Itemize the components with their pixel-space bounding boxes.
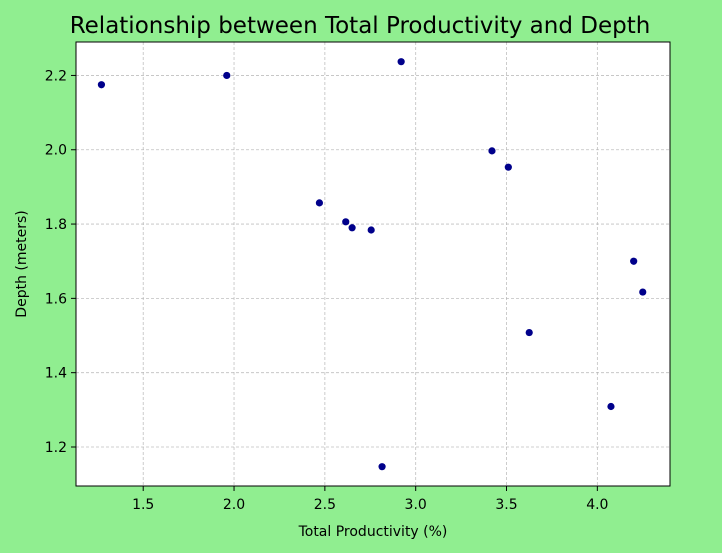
y-grid — [76, 75, 670, 448]
y-tick-label: 1.6 — [45, 291, 67, 307]
chart-title: Relationship between Total Productivity … — [70, 13, 651, 39]
data-point — [525, 328, 533, 337]
x-tick-label: 2.5 — [314, 497, 336, 513]
data-point — [367, 226, 375, 234]
x-axis-ticks: 1.5 2.0 2.5 3.0 3.5 4.0 — [132, 486, 608, 513]
data-point — [488, 147, 496, 155]
y-tick-label: 1.4 — [45, 366, 67, 382]
x-tick-label: 3.0 — [405, 497, 427, 513]
data-point — [630, 257, 638, 265]
x-tick-label: 2.0 — [223, 497, 245, 513]
y-axis-ticks: 1.2 1.4 1.6 1.8 2.0 2.2 — [45, 68, 76, 456]
plot-area — [75, 41, 671, 487]
y-axis-label: Depth (meters) — [14, 210, 30, 317]
data-point — [504, 163, 512, 171]
data-point — [315, 199, 324, 207]
x-grid — [142, 42, 598, 486]
data-point — [639, 288, 647, 296]
plot-border — [75, 41, 671, 487]
x-axis-label: Total Productivity (%) — [298, 524, 448, 540]
y-tick-label: 2.2 — [45, 68, 67, 84]
data-points — [97, 58, 647, 471]
data-point — [378, 463, 386, 471]
x-tick-label: 3.5 — [495, 497, 517, 513]
data-point — [97, 81, 106, 89]
y-tick-label: 1.8 — [45, 217, 67, 233]
data-point — [342, 218, 350, 226]
x-tick-label: 1.5 — [132, 497, 154, 513]
data-point — [397, 58, 405, 66]
data-point — [607, 402, 615, 411]
y-tick-label: 1.2 — [45, 440, 67, 456]
data-point — [223, 71, 231, 80]
x-tick-label: 4.0 — [586, 497, 608, 513]
data-point — [348, 224, 356, 232]
y-tick-label: 2.0 — [45, 143, 67, 159]
